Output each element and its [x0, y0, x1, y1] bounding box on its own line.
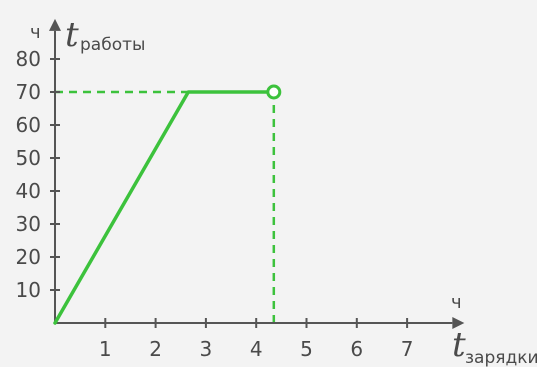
y-tick-label: 10: [16, 278, 41, 302]
x-tick-label: 3: [200, 337, 213, 361]
y-tick-label: 30: [16, 212, 41, 236]
y-tick-label: 60: [16, 113, 41, 137]
open-endpoint-marker: [266, 84, 282, 100]
y-axis-arrow-icon: [49, 18, 61, 31]
y-tick-label: 20: [16, 245, 41, 269]
y-tick-label: 40: [16, 179, 41, 203]
x-tick-label: 5: [300, 337, 313, 361]
y-tick-label: 70: [16, 80, 41, 104]
axes: [49, 18, 465, 329]
guide-lines: [55, 90, 276, 323]
x-tick-label: 4: [250, 337, 263, 361]
y-tick-label: 80: [16, 47, 41, 71]
x-tick-label: 1: [99, 337, 112, 361]
x-axis-unit: ч: [451, 292, 462, 313]
x-axis-title: ч t зарядки: [451, 292, 537, 367]
x-tick-label: 6: [350, 337, 363, 361]
x-axis-sub: зарядки: [465, 348, 537, 367]
y-tick-label: 50: [16, 146, 41, 170]
y-axis-unit: ч: [30, 22, 41, 43]
x-axis-arrow-icon: [452, 317, 465, 329]
series-layer: [53, 84, 282, 325]
x-axis-var: t: [452, 325, 466, 365]
y-axis-var: t: [65, 15, 79, 55]
x-tick-label: 2: [149, 337, 162, 361]
y-ticks: 10 20 30 40 50 60 70 80: [16, 47, 60, 302]
y-axis-sub: работы: [80, 35, 145, 55]
x-tick-label: 7: [401, 337, 414, 361]
x-ticks: 1 2 3 4 5 6 7: [99, 318, 414, 361]
y-axis-title: ч t работы: [30, 15, 145, 55]
series-line: [53, 90, 276, 325]
